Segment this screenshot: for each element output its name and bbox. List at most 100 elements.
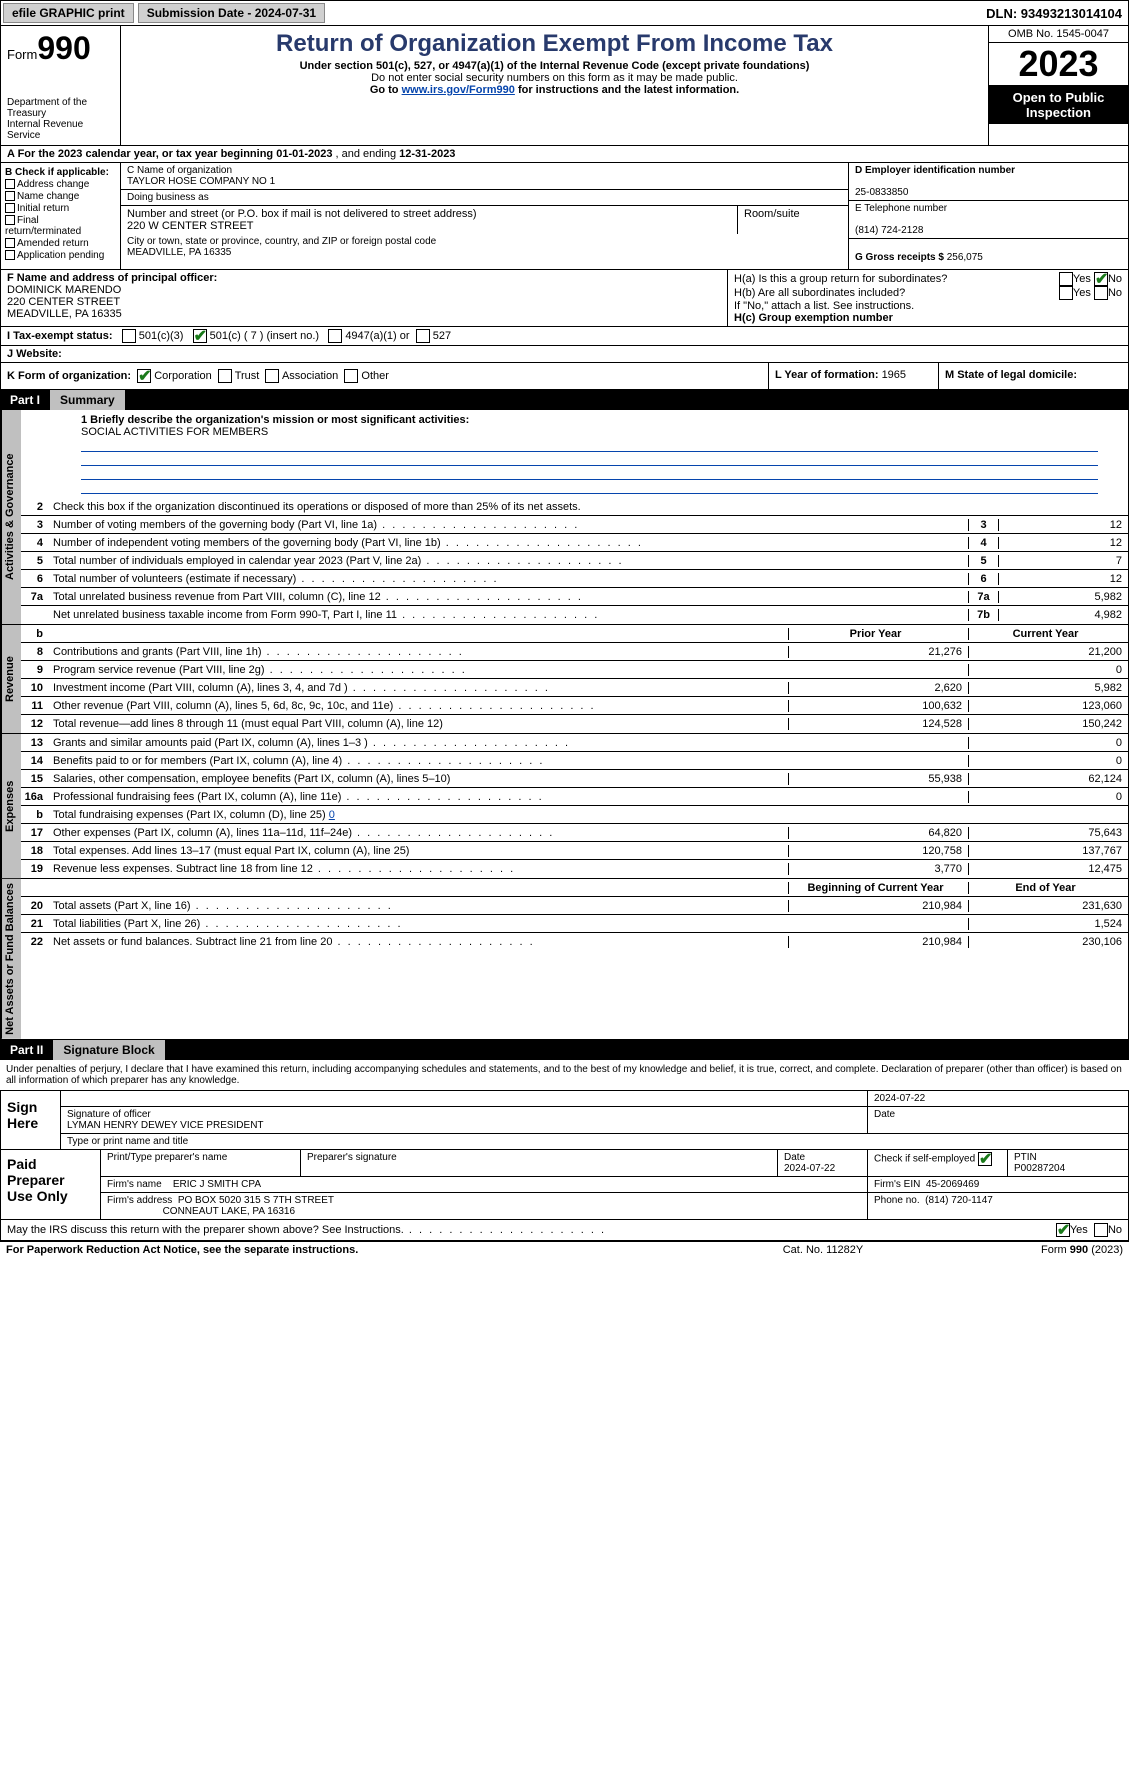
- line15: Salaries, other compensation, employee b…: [49, 771, 788, 787]
- line9: Program service revenue (Part VIII, line…: [49, 662, 788, 678]
- form990-link[interactable]: www.irs.gov/Form990: [402, 84, 515, 96]
- mission-block: 1 Briefly describe the organization's mi…: [21, 410, 1128, 498]
- paid-preparer-block: Paid Preparer Use Only Print/Type prepar…: [0, 1150, 1129, 1220]
- 527-checkbox[interactable]: [416, 329, 430, 343]
- line2: Check this box if the organization disco…: [49, 499, 1128, 515]
- val-3: 12: [998, 519, 1128, 531]
- part1-header: Part I Summary: [0, 390, 1129, 410]
- vtab-netassets: Net Assets or Fund Balances: [1, 879, 21, 1039]
- ha-no-checkbox[interactable]: [1094, 272, 1108, 286]
- discuss-yes-checkbox[interactable]: [1056, 1223, 1070, 1237]
- form-subtitle: Under section 501(c), 527, or 4947(a)(1)…: [129, 60, 980, 72]
- street-cell: Number and street (or P.O. box if mail i…: [121, 206, 738, 234]
- line18: Total expenses. Add lines 13–17 (must eq…: [49, 843, 788, 859]
- line16a: Professional fundraising fees (Part IX, …: [49, 789, 788, 805]
- val-7b: 4,982: [998, 609, 1128, 621]
- chk-final-return[interactable]: Final return/terminated: [5, 215, 116, 237]
- row-a-tax-year: A For the 2023 calendar year, or tax yea…: [0, 146, 1129, 163]
- sig-date-label: Date: [868, 1107, 1128, 1133]
- col-b-checkboxes: B Check if applicable: Address change Na…: [1, 163, 121, 269]
- form-of-org: K Form of organization: Corporation Trus…: [1, 363, 768, 389]
- city-cell: City or town, state or province, country…: [121, 234, 848, 260]
- val-7a: 5,982: [998, 591, 1128, 603]
- chk-initial-return[interactable]: Initial return: [5, 203, 116, 214]
- corp-checkbox[interactable]: [137, 369, 151, 383]
- efile-print-button[interactable]: efile GRAPHIC print: [3, 3, 134, 23]
- org-name-cell: C Name of organization TAYLOR HOSE COMPA…: [121, 163, 848, 190]
- hb-no-checkbox[interactable]: [1094, 286, 1108, 300]
- hdr-prior: Prior Year: [788, 628, 968, 640]
- chk-application-pending[interactable]: Application pending: [5, 250, 116, 261]
- vtab-revenue: Revenue: [1, 625, 21, 733]
- line7b: Net unrelated business taxable income fr…: [49, 607, 968, 623]
- state-domicile: M State of legal domicile:: [938, 363, 1128, 389]
- self-employed-checkbox[interactable]: [978, 1152, 992, 1166]
- chk-address-change[interactable]: Address change: [5, 179, 116, 190]
- chk-amended-return[interactable]: Amended return: [5, 238, 116, 249]
- ein-cell: D Employer identification number 25-0833…: [849, 163, 1128, 201]
- group-return-block: H(a) Is this a group return for subordin…: [728, 270, 1128, 327]
- line12: Total revenue—add lines 8 through 11 (mu…: [49, 716, 788, 732]
- ptin-cell: PTINP00287204: [1008, 1150, 1128, 1176]
- 501c3-checkbox[interactable]: [122, 329, 136, 343]
- val-4: 12: [998, 537, 1128, 549]
- line22: Net assets or fund balances. Subtract li…: [49, 934, 788, 950]
- hdr-end: End of Year: [968, 882, 1128, 894]
- perjury-declaration: Under penalties of perjury, I declare th…: [0, 1060, 1129, 1090]
- 501c-checkbox[interactable]: [193, 329, 207, 343]
- preparer-sig-label: Preparer's signature: [301, 1150, 778, 1176]
- other-checkbox[interactable]: [344, 369, 358, 383]
- line11: Other revenue (Part VIII, column (A), li…: [49, 698, 788, 714]
- submission-date-label: Submission Date - 2024-07-31: [138, 3, 325, 23]
- dln-label: DLN: 93493213014104: [986, 6, 1128, 21]
- assoc-checkbox[interactable]: [265, 369, 279, 383]
- open-to-public: Open to Public Inspection: [989, 86, 1128, 124]
- org-name: TAYLOR HOSE COMPANY NO 1: [127, 176, 275, 187]
- form-title: Return of Organization Exempt From Incom…: [129, 30, 980, 58]
- preparer-date: Date2024-07-22: [778, 1150, 868, 1176]
- line3: Number of voting members of the governin…: [49, 517, 968, 533]
- line14: Benefits paid to or for members (Part IX…: [49, 753, 788, 769]
- trust-checkbox[interactable]: [218, 369, 232, 383]
- room-cell: Room/suite: [738, 206, 848, 234]
- vtab-expenses: Expenses: [1, 734, 21, 878]
- line5: Total number of individuals employed in …: [49, 553, 968, 569]
- line16b: Total fundraising expenses (Part IX, col…: [49, 807, 788, 823]
- ha-yes-checkbox[interactable]: [1059, 272, 1073, 286]
- sign-here-block: Sign Here 2024-07-22 Signature of office…: [0, 1090, 1129, 1150]
- line6: Total number of volunteers (estimate if …: [49, 571, 968, 587]
- line17: Other expenses (Part IX, column (A), lin…: [49, 825, 788, 841]
- mission-text: SOCIAL ACTIVITIES FOR MEMBERS: [81, 426, 268, 438]
- line19: Revenue less expenses. Subtract line 18 …: [49, 861, 788, 877]
- type-name-label: Type or print name and title: [61, 1134, 1128, 1149]
- line4: Number of independent voting members of …: [49, 535, 968, 551]
- gross-receipts-cell: G Gross receipts $ 256,075: [849, 239, 1128, 269]
- fundraising-link[interactable]: 0: [329, 809, 335, 821]
- chk-name-change[interactable]: Name change: [5, 191, 116, 202]
- line10: Investment income (Part VIII, column (A)…: [49, 680, 788, 696]
- firm-phone: Phone no. (814) 720-1147: [868, 1193, 1128, 1219]
- irs-label: Internal Revenue Service: [7, 119, 114, 141]
- line13: Grants and similar amounts paid (Part IX…: [49, 735, 788, 751]
- form-header: Form990 Department of the Treasury Inter…: [0, 26, 1129, 146]
- topbar: efile GRAPHIC print Submission Date - 20…: [0, 0, 1129, 26]
- year-formation: L Year of formation: 1965: [768, 363, 938, 389]
- firm-ein: Firm's EIN 45-2069469: [868, 1177, 1128, 1192]
- footer: For Paperwork Reduction Act Notice, see …: [0, 1241, 1129, 1258]
- line20: Total assets (Part X, line 16): [49, 898, 788, 914]
- firm-address: Firm's address PO BOX 5020 315 S 7TH STR…: [101, 1193, 868, 1219]
- vtab-governance: Activities & Governance: [1, 410, 21, 624]
- line8: Contributions and grants (Part VIII, lin…: [49, 644, 788, 660]
- telephone-cell: E Telephone number (814) 724-2128: [849, 201, 1128, 239]
- form-number: Form990: [7, 30, 114, 67]
- 4947a1-checkbox[interactable]: [328, 329, 342, 343]
- line21: Total liabilities (Part X, line 26): [49, 916, 788, 932]
- omb-number: OMB No. 1545-0047: [989, 26, 1128, 43]
- form-subtitle2: Do not enter social security numbers on …: [129, 72, 980, 84]
- hb-yes-checkbox[interactable]: [1059, 286, 1073, 300]
- hdr-current: Current Year: [968, 628, 1128, 640]
- self-employed-check: Check if self-employed: [868, 1150, 1008, 1176]
- discuss-no-checkbox[interactable]: [1094, 1223, 1108, 1237]
- principal-officer: F Name and address of principal officer:…: [1, 270, 728, 327]
- part2-header: Part II Signature Block: [0, 1040, 1129, 1060]
